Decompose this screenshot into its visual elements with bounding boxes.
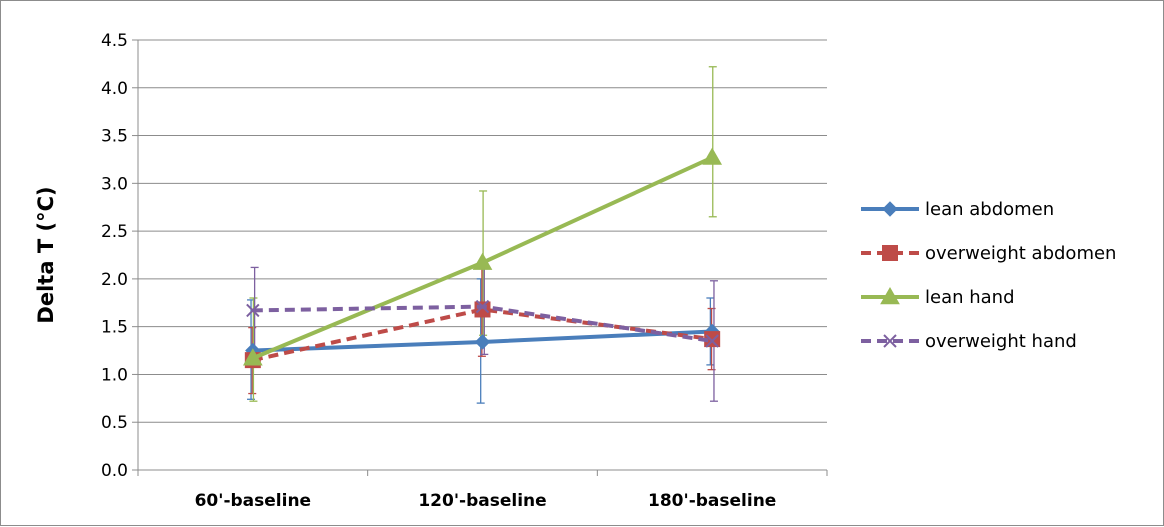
legend-label: lean abdomen <box>925 199 1054 220</box>
legend-marker <box>882 201 898 217</box>
y-tick-label: 0.5 <box>101 413 128 433</box>
y-tick-label: 1.5 <box>101 318 128 338</box>
data-point <box>242 348 263 366</box>
y-tick-label: 1.0 <box>101 365 128 385</box>
data-point <box>474 301 491 318</box>
tick-labels: 0.0 0.5 1.0 1.5 2.0 2.5 3.0 3.5 4.0 4.5 60'-baseli… <box>101 31 776 511</box>
x-tick-label: 120'-baseline <box>418 491 546 511</box>
data-point <box>246 303 260 318</box>
y-tick-label: 3.0 <box>101 174 128 194</box>
y-tick-label: 3.5 <box>101 127 128 147</box>
legend-marker <box>882 245 898 261</box>
y-tick-label: 2.0 <box>101 270 128 290</box>
y-tick-label: 2.5 <box>101 222 128 242</box>
axes <box>132 39 828 476</box>
data-point <box>705 334 719 348</box>
legend: lean abdomen overweight abdomen lean hand o… <box>861 199 1116 352</box>
data-point <box>474 334 491 350</box>
y-tick-label: 0.0 <box>101 461 128 481</box>
series-lean-hand <box>242 147 723 366</box>
data-point <box>702 147 723 165</box>
error-bars-lean-hand <box>249 66 717 402</box>
series-overweight-hand <box>246 299 719 348</box>
x-tick-label: 60'-baseline <box>195 491 312 511</box>
y-axis-title: Delta T (°C) <box>34 186 58 323</box>
legend-item: overweight hand <box>861 331 1077 352</box>
y-tick-label: 4.5 <box>101 31 128 51</box>
y-tick-label: 4.0 <box>101 79 128 99</box>
legend-item: overweight abdomen <box>861 243 1116 264</box>
marker-stroke <box>475 299 490 314</box>
data-point <box>472 252 493 270</box>
legend-label: overweight abdomen <box>925 243 1116 264</box>
marker-stroke <box>883 334 897 348</box>
legend-label: overweight hand <box>925 331 1077 352</box>
series-layer <box>242 66 723 404</box>
legend-item: lean hand <box>861 286 1015 308</box>
legend-marker <box>883 334 897 348</box>
marker-stroke <box>246 303 260 318</box>
data-point <box>475 299 490 314</box>
legend-item: lean abdomen <box>861 199 1054 220</box>
x-tick-label: 180'-baseline <box>648 491 776 511</box>
marker-stroke <box>705 334 719 348</box>
error-bars-overweight-abdomen <box>248 261 716 395</box>
legend-label: lean hand <box>925 287 1015 308</box>
legend-marker <box>880 286 900 305</box>
